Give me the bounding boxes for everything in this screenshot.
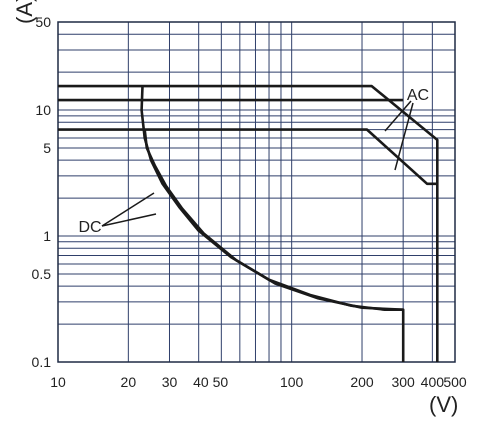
- ac-curve-1: [58, 98, 438, 186]
- plot-frame: [57, 21, 456, 363]
- y-tick-label: 50: [35, 14, 51, 30]
- x-tick-label: 20: [121, 374, 137, 390]
- y-unit-label: (A): [12, 0, 37, 24]
- x-tick-labels: 10 20 30 40 50 100 200 300 400 500: [50, 374, 467, 390]
- ac-leader-2: [394, 102, 414, 171]
- dc-curve-3: [143, 129, 404, 311]
- x-tick-label: 40 50: [193, 374, 228, 390]
- x-tick-label: 400: [421, 374, 445, 390]
- dc-leader-2: [101, 213, 157, 227]
- x-unit-label: (V): [429, 392, 459, 417]
- x-tick-label: 200: [350, 374, 374, 390]
- dc-curve-2: [140, 86, 405, 362]
- y-tick-label: 1: [43, 228, 51, 244]
- x-tick-label: 30: [162, 374, 178, 390]
- dc-leader-1: [101, 192, 155, 227]
- y-tick-label: 5: [43, 140, 51, 156]
- x-tick-label: 100: [280, 374, 304, 390]
- x-tick-label: 300: [391, 374, 415, 390]
- y-tick-label: 0.1: [32, 354, 52, 370]
- ac-curve-0: [58, 84, 439, 362]
- ac-label: AC: [407, 87, 429, 104]
- annotations: AC DC: [78, 87, 429, 236]
- x-tick-label: 10: [50, 374, 66, 390]
- curves: [58, 84, 439, 362]
- y-tick-label: 0.5: [32, 266, 52, 282]
- y-tick-labels: 0.1 0.5 1 5 10 50: [32, 14, 52, 370]
- dc-label: DC: [78, 219, 101, 236]
- plot-border: [57, 21, 456, 363]
- ac-leader-1: [384, 100, 412, 132]
- x-tick-label: 500: [443, 374, 467, 390]
- y-tick-label: 10: [35, 102, 51, 118]
